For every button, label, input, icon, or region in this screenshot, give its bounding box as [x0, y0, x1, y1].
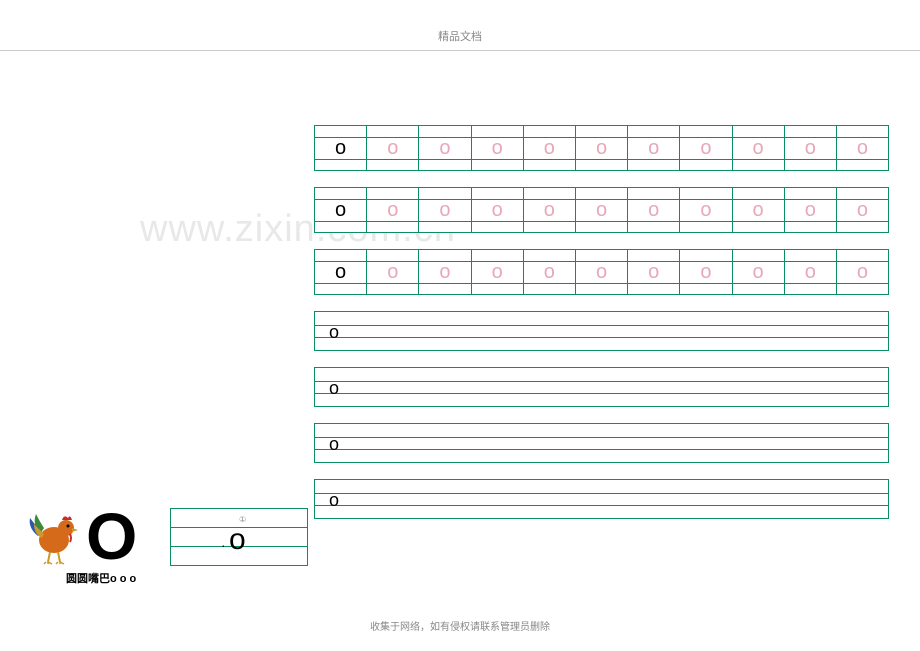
trace-letter: o	[700, 199, 711, 222]
trace-letter: o	[753, 199, 764, 222]
trace-letter: o	[857, 137, 868, 160]
trace-letter: o	[857, 261, 868, 284]
trace-letter: o	[805, 261, 816, 284]
practice-line-row: o	[314, 311, 889, 351]
practice-cell: o	[628, 188, 680, 232]
practice-cell: o	[576, 126, 628, 170]
stroke-demo-box: · ① o	[170, 508, 308, 566]
practice-cell: o	[472, 188, 524, 232]
model-letter: o	[335, 199, 346, 222]
trace-letter: o	[805, 199, 816, 222]
illustration-block: O 圆圆嘴巴o o o · ① o	[28, 504, 298, 594]
trace-letter: o	[439, 137, 450, 160]
practice-cell: o	[419, 188, 471, 232]
trace-letter: o	[492, 261, 503, 284]
practice-cell: o	[785, 250, 837, 294]
practice-cell: o	[785, 188, 837, 232]
rooster-icon	[28, 504, 80, 566]
practice-cell: o	[315, 126, 367, 170]
practice-cell: o	[837, 250, 888, 294]
practice-cell: o	[680, 126, 732, 170]
practice-cell: o	[367, 188, 419, 232]
model-letter: o	[329, 434, 339, 455]
practice-cell: o	[419, 126, 471, 170]
big-letter: O	[86, 498, 137, 574]
practice-cell: o	[628, 250, 680, 294]
trace-letter: o	[492, 199, 503, 222]
practice-cell: o	[472, 250, 524, 294]
model-letter: o	[335, 261, 346, 284]
practice-grid-row: ooooooooooo	[314, 249, 889, 295]
trace-letter: o	[544, 261, 555, 284]
practice-cell: o	[576, 250, 628, 294]
practice-cell: o	[785, 126, 837, 170]
footer-text: 收集于网络，如有侵权请联系管理员删除	[0, 618, 920, 633]
trace-letter: o	[648, 137, 659, 160]
trace-letter: o	[544, 199, 555, 222]
trace-letter: o	[648, 199, 659, 222]
practice-line-row: o	[314, 367, 889, 407]
illustration-caption: 圆圆嘴巴o o o	[66, 570, 136, 586]
practice-grid-row: ooooooooooo	[314, 187, 889, 233]
demo-letter: o	[229, 523, 246, 557]
practice-cell: o	[367, 126, 419, 170]
trace-letter: o	[596, 137, 607, 160]
practice-cell: o	[837, 126, 888, 170]
trace-letter: o	[700, 137, 711, 160]
practice-line-row: o	[314, 479, 889, 519]
practice-cell: o	[315, 188, 367, 232]
practice-cell: o	[524, 250, 576, 294]
practice-cell: o	[472, 126, 524, 170]
model-letter: o	[329, 490, 339, 511]
start-dot: ·	[221, 537, 226, 553]
practice-cell: o	[524, 188, 576, 232]
trace-letter: o	[753, 137, 764, 160]
trace-letter: o	[439, 261, 450, 284]
practice-cell: o	[733, 126, 785, 170]
practice-cell: o	[576, 188, 628, 232]
practice-cell: o	[680, 250, 732, 294]
model-letter: o	[329, 378, 339, 399]
practice-cell: o	[733, 188, 785, 232]
practice-grid-row: ooooooooooo	[314, 125, 889, 171]
trace-letter: o	[805, 137, 816, 160]
model-letter: o	[335, 137, 346, 160]
practice-cell: o	[524, 126, 576, 170]
practice-cell: o	[419, 250, 471, 294]
trace-letter: o	[857, 199, 868, 222]
trace-letter: o	[544, 137, 555, 160]
header-title: 精品文档	[0, 0, 920, 44]
practice-cell: o	[680, 188, 732, 232]
practice-cell: o	[733, 250, 785, 294]
practice-line-row: o	[314, 423, 889, 463]
trace-letter: o	[596, 199, 607, 222]
trace-letter: o	[439, 199, 450, 222]
trace-letter: o	[596, 261, 607, 284]
practice-cell: o	[367, 250, 419, 294]
practice-cell: o	[628, 126, 680, 170]
practice-cell: o	[315, 250, 367, 294]
trace-letter: o	[700, 261, 711, 284]
trace-letter: o	[492, 137, 503, 160]
model-letter: o	[329, 322, 339, 343]
trace-letter: o	[648, 261, 659, 284]
trace-letter: o	[387, 261, 398, 284]
header-divider	[0, 50, 920, 51]
trace-letter: o	[387, 137, 398, 160]
practice-rows: o o o o o o o o o o o o o o o o o o o o o o o o o o o o o o o o o o o o o	[314, 125, 889, 535]
trace-letter: o	[753, 261, 764, 284]
practice-cell: o	[837, 188, 888, 232]
trace-letter: o	[387, 199, 398, 222]
